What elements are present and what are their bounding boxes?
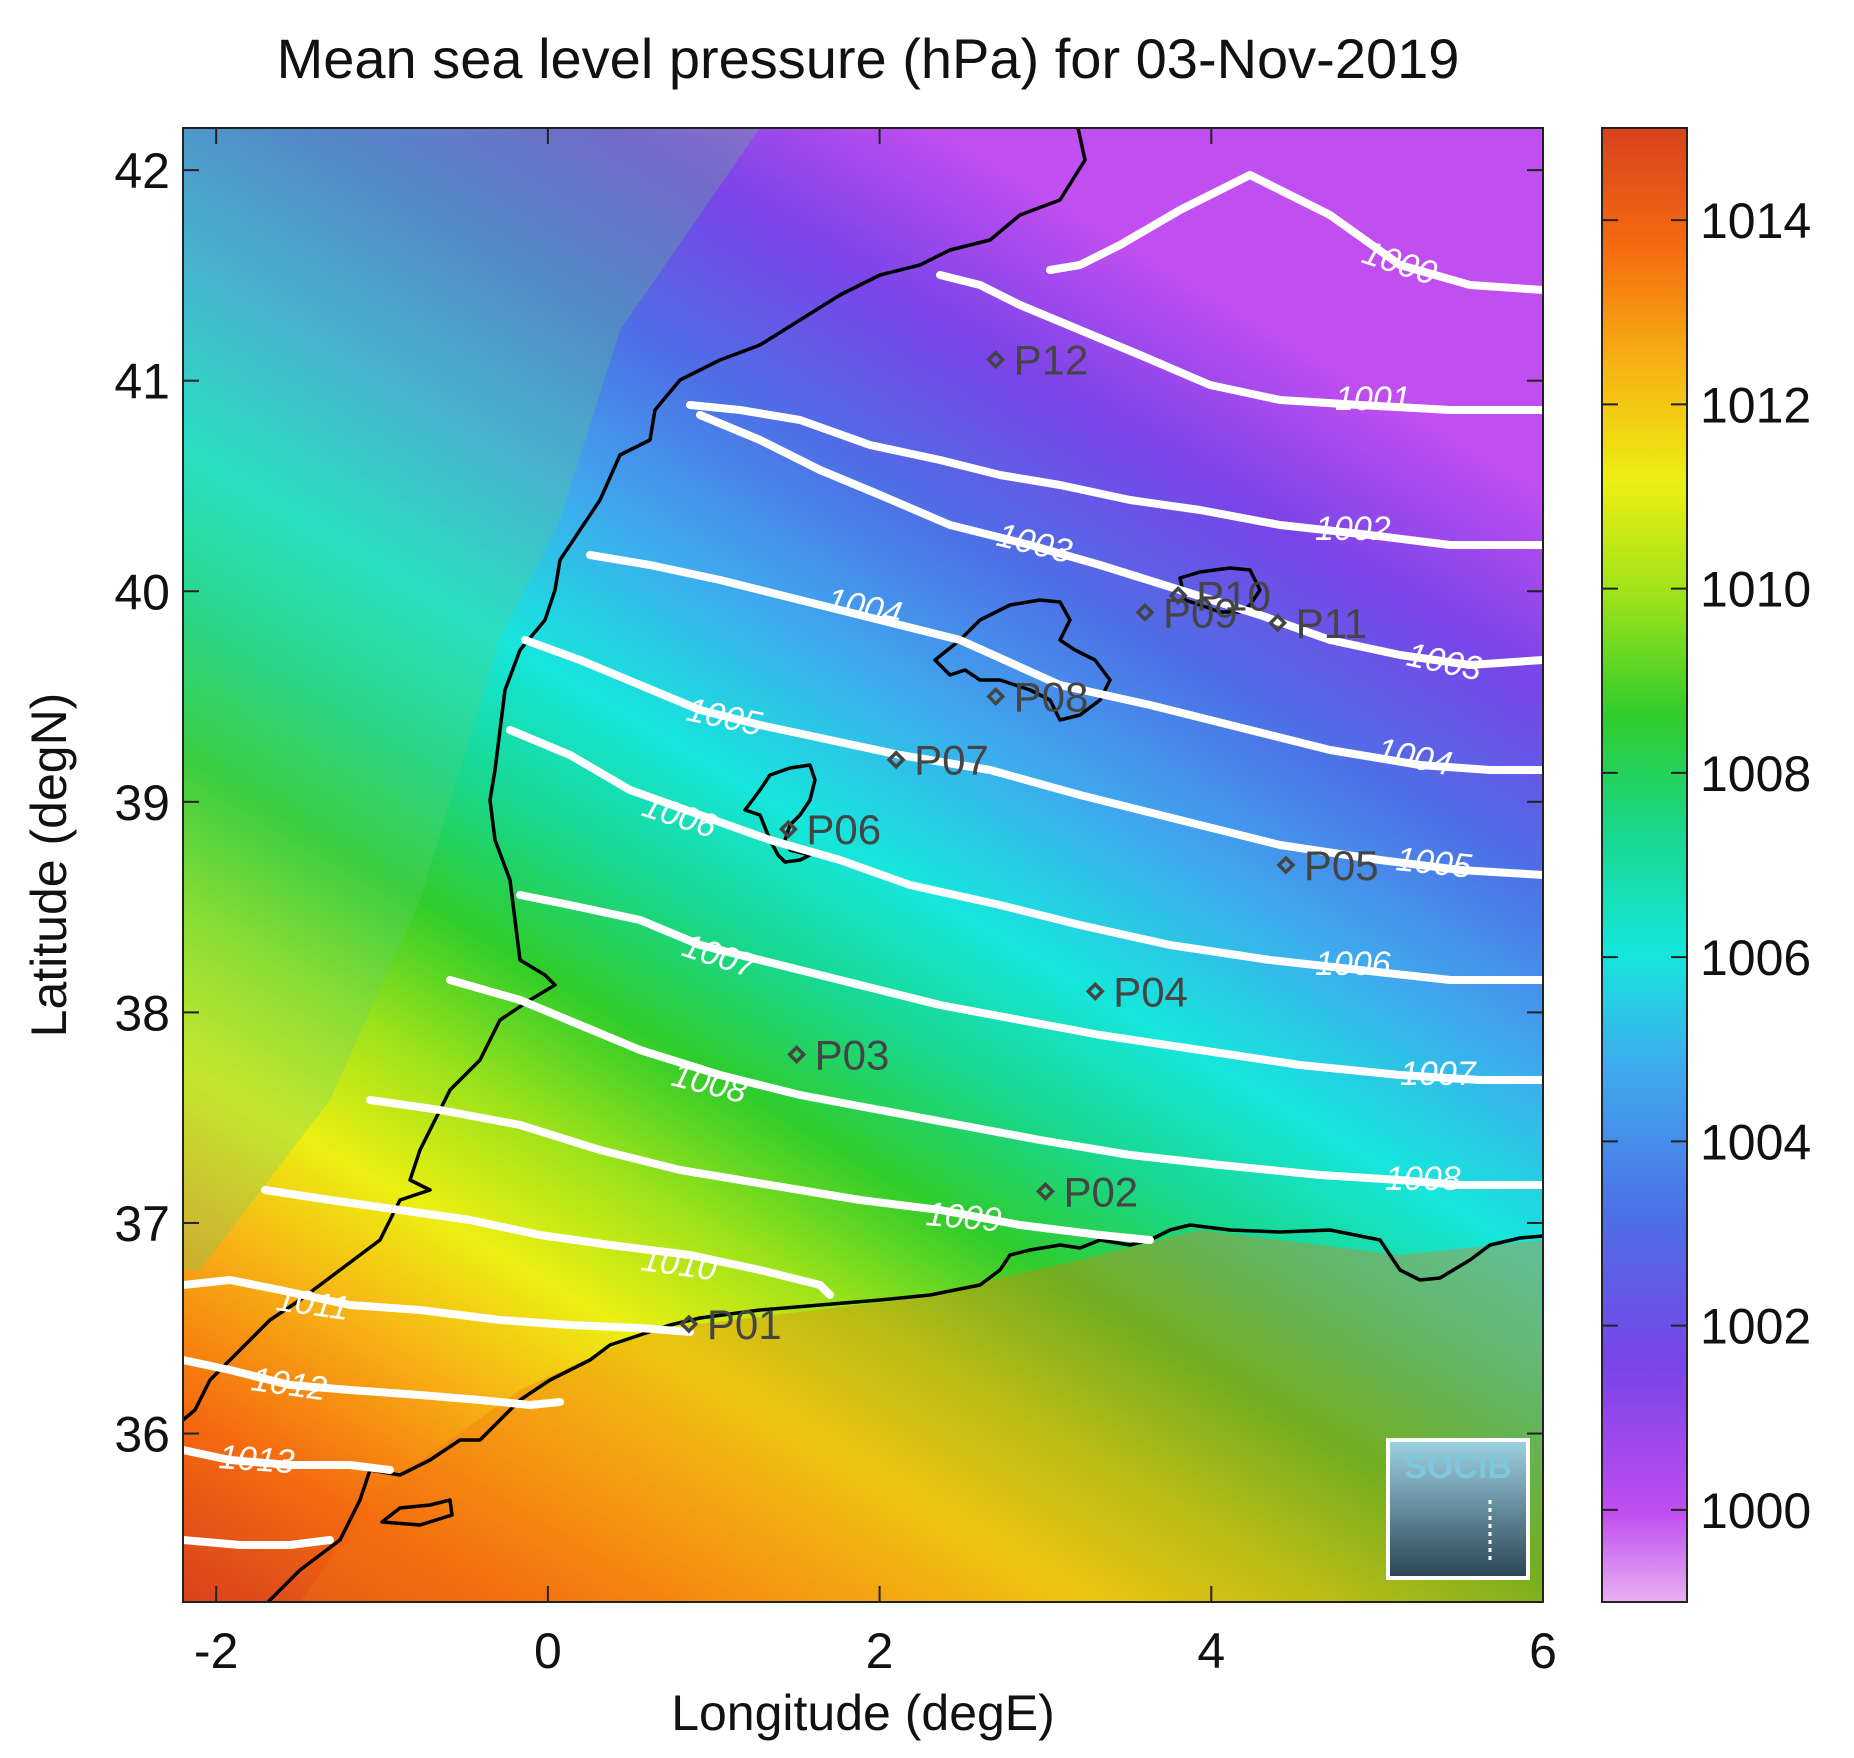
- isobar-1003: [696, 411, 1543, 669]
- station-marker: [778, 819, 798, 839]
- station-marker: [1276, 855, 1296, 875]
- isobar-label: 1002: [1315, 510, 1391, 548]
- isobar-label: 1005: [1394, 840, 1473, 886]
- station-label: P03: [815, 1032, 890, 1079]
- isobars: [183, 171, 1543, 1549]
- colorbar: [1601, 127, 1688, 1603]
- isobar-1009: [366, 1096, 1154, 1244]
- x-tick-label: 6: [1529, 1623, 1557, 1679]
- station-marker: [1268, 613, 1288, 633]
- socib-logo: SOCIB: [1386, 1438, 1530, 1580]
- mallorca-coastline: [933, 598, 1112, 722]
- station-marker: [1168, 585, 1188, 605]
- station-label: P06: [806, 806, 881, 853]
- isobar-1010: [261, 1186, 834, 1299]
- colorbar-tick-label: 1014: [1700, 193, 1811, 249]
- y-tick-label: 42: [114, 143, 170, 199]
- isobar-1005: [521, 636, 1543, 879]
- colorbar-tick-label: 1012: [1700, 377, 1811, 433]
- y-tick-label: 36: [114, 1407, 170, 1463]
- station-label: P05: [1304, 842, 1379, 889]
- station-label: P08: [1014, 674, 1089, 721]
- isobar-label: 1006: [1315, 945, 1391, 983]
- station-label: P09: [1163, 589, 1238, 636]
- plot-area: 1000 1001 1002 1003 1003 1004 1004 1005 …: [183, 128, 1543, 1602]
- x-axis: -2 0 2 4 6: [194, 128, 1557, 1679]
- chart-title: Mean sea level pressure (hPa) for 03-Nov…: [277, 27, 1460, 90]
- colorbar-tick-label: 1004: [1700, 1114, 1811, 1170]
- colorbar-axis: 1014 1012 1010 1008 1006 1004 1002 1000: [1602, 193, 1811, 1539]
- isobar-label: 1008: [1385, 1160, 1461, 1198]
- y-tick-label: 41: [114, 354, 170, 410]
- colorbar-tick-label: 1008: [1700, 746, 1811, 802]
- station-marker: [886, 750, 906, 770]
- isobar-1013: [183, 1446, 394, 1474]
- station-label: P10: [1196, 572, 1271, 619]
- station-label: P07: [914, 737, 989, 784]
- station-marker: [1085, 981, 1105, 1001]
- station-marker: [787, 1045, 807, 1064]
- station-marker: [986, 350, 1006, 370]
- africa-coastline: [266, 1223, 1543, 1602]
- x-tick-label: 2: [866, 1623, 894, 1679]
- y-tick-label: 40: [114, 564, 170, 620]
- africa-land-tint: [300, 1230, 1543, 1602]
- station-label: P11: [1296, 600, 1368, 647]
- isobar-1014: [183, 1536, 334, 1549]
- isobar-label: 1007: [1400, 1055, 1477, 1093]
- isobar-1012: [183, 1356, 564, 1409]
- station-label: P12: [1014, 337, 1089, 384]
- y-axis: 42 41 40 39 38 37 36: [114, 143, 1543, 1463]
- alboran-islet: [380, 1498, 454, 1527]
- isobar-1000: [1046, 171, 1543, 294]
- colorbar-tick-label: 1006: [1700, 930, 1811, 986]
- iberia-land-tint: [183, 128, 760, 1270]
- x-tick-label: 0: [534, 1623, 562, 1679]
- station-label: P01: [707, 1301, 782, 1348]
- colorbar-tick-label: 1010: [1700, 562, 1811, 618]
- isobar-1001: [936, 271, 1543, 414]
- station-marker: [1135, 602, 1155, 622]
- station-label: P02: [1063, 1168, 1138, 1215]
- y-tick-label: 39: [114, 775, 170, 831]
- plot-frame: [182, 127, 1544, 1603]
- logo-text: SOCIB: [1404, 1448, 1512, 1486]
- colorbar-tick-label: 1000: [1700, 1483, 1811, 1539]
- isobar-label: 1009: [924, 1195, 1003, 1239]
- isobar-1008: [446, 976, 1543, 1189]
- x-axis-title: Longitude (degE): [671, 1685, 1055, 1741]
- station-marker: [1035, 1181, 1055, 1201]
- isobar-label: 1001: [1335, 380, 1411, 418]
- x-tick-label: 4: [1197, 1623, 1225, 1679]
- isobar-1011: [183, 1276, 694, 1336]
- x-tick-label: -2: [194, 1623, 238, 1679]
- isobar-1007: [516, 891, 1543, 1084]
- station-label: P04: [1113, 968, 1188, 1015]
- menorca-coastline: [1178, 566, 1262, 614]
- y-axis-title: Latitude (degN): [21, 693, 77, 1038]
- isobar-1002: [686, 401, 1543, 549]
- station-marker: [679, 1314, 699, 1334]
- y-tick-label: 37: [114, 1196, 170, 1252]
- y-tick-label: 38: [114, 985, 170, 1041]
- colorbar-tick-label: 1002: [1700, 1299, 1811, 1355]
- isobar-1004: [586, 551, 1543, 774]
- isobar-1006: [506, 726, 1543, 984]
- isobar-label: 1013: [217, 1438, 295, 1481]
- station-marker: [986, 687, 1006, 707]
